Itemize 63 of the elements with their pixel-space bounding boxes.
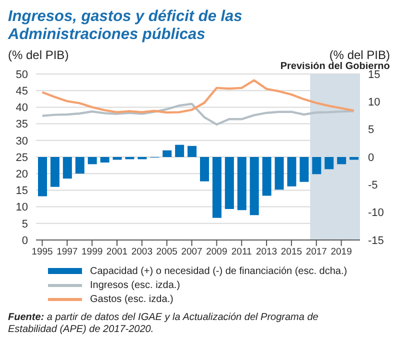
x-tick-label: 1997: [56, 246, 78, 258]
x-tick-label: 2007: [181, 246, 202, 258]
y-tick-label: 25: [16, 152, 28, 164]
bar: [300, 157, 309, 182]
y-tick-label: 40: [16, 102, 28, 114]
y2-tick-label: -10: [368, 207, 384, 220]
line-series: [41, 102, 355, 126]
y-tick-label: 20: [16, 168, 28, 181]
bar: [100, 157, 110, 163]
y-tick-label: 0: [22, 234, 28, 247]
bar: [287, 157, 296, 186]
x-tick-label: 1995: [32, 246, 53, 258]
x-tick-label: 2001: [106, 246, 128, 258]
bar: [38, 157, 47, 196]
bar: [50, 157, 60, 187]
y-axis-title: (% del PIB): [8, 48, 69, 62]
x-tick-label: 1999: [82, 246, 103, 258]
y2-tick-label: 5: [368, 124, 374, 136]
bar: [62, 157, 72, 179]
source-note: Fuente: a partir de datos del IGAE y la Actualización del Programa de Estabilidad (APE) de 2017-2020.: [8, 312, 320, 336]
bar: [237, 157, 246, 210]
bar: [112, 157, 122, 160]
legend-label: Gastos (esc. izda.): [90, 294, 174, 304]
x-tick-label: 2019: [330, 246, 352, 258]
x-tick-label: 2011: [231, 246, 252, 258]
x-tick-label: 2015: [280, 246, 302, 258]
bar: [350, 157, 359, 160]
bar: [250, 157, 259, 216]
y-tick-label: 10: [16, 202, 28, 214]
bar: [88, 157, 97, 164]
bar: [212, 157, 222, 218]
x-tick-label: 2003: [131, 246, 152, 258]
line-series: [41, 79, 355, 114]
bar: [175, 144, 184, 157]
y-tick-label: 30: [16, 135, 28, 148]
y2-tick-label: 0: [368, 152, 374, 164]
bar: [224, 157, 234, 210]
bar: [162, 150, 172, 157]
legend-label: Ingresos (esc. izda.): [90, 280, 180, 290]
legend-label: Capacidad (+) o necesidad (-) de financiación (esc. dcha.): [90, 266, 348, 276]
chart-title: Ingresos, gastos y déficit de las Administraciones públicas: [8, 8, 244, 44]
x-tick-label: 2017: [306, 246, 327, 258]
y2-tick-label: -5: [368, 180, 378, 192]
y-tick-label: 5: [22, 218, 28, 230]
bar: [262, 157, 272, 196]
y-tick-label: 35: [16, 118, 28, 131]
y-tick-label: 50: [16, 68, 28, 81]
x-tick-label: 2013: [256, 246, 278, 258]
bar: [188, 146, 197, 157]
x-tick-label: 2005: [156, 246, 178, 258]
bar: [75, 157, 84, 174]
y-tick-label: 15: [16, 185, 28, 198]
bar: [312, 157, 322, 174]
y2-tick-label: 15: [368, 68, 380, 81]
y-tick-label: 45: [16, 86, 28, 98]
bar: [337, 157, 346, 164]
bar: [274, 157, 284, 190]
bar: [324, 157, 334, 170]
y2-tick-label: 10: [368, 96, 380, 109]
y2-tick-label: -15: [368, 234, 384, 247]
x-tick-label: 2009: [206, 246, 228, 258]
bar: [200, 157, 209, 182]
y2-axis-title: (% del PIB): [329, 48, 390, 62]
